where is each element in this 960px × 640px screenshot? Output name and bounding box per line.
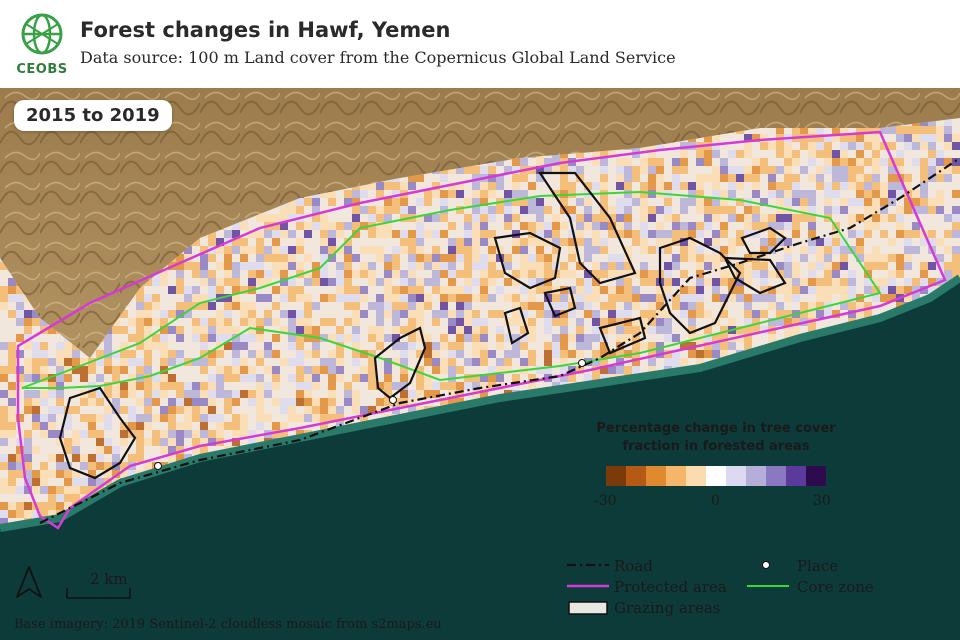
map-canvas xyxy=(0,88,960,640)
legend-color-scale xyxy=(606,466,826,486)
legend-title-line1: Percentage change in tree cover xyxy=(596,421,836,436)
core-zone-key-label: Core zone xyxy=(797,578,874,596)
protected-area-key-label: Protected area xyxy=(614,578,727,596)
grazing-areas-key-label: Grazing areas xyxy=(614,599,721,617)
grazing-areas xyxy=(58,171,787,480)
ceobs-logo: CEOBS xyxy=(12,10,72,80)
protected-area-key-icon xyxy=(567,584,609,588)
sea xyxy=(0,278,960,640)
legend-color-swatch xyxy=(786,466,806,486)
scale-bar-label: 2 km xyxy=(90,570,128,588)
legend-title-line2: fraction in forested areas xyxy=(622,439,810,454)
grazing-area xyxy=(503,306,530,345)
page-subtitle: Data source: 100 m Land cover from the C… xyxy=(80,48,676,67)
legend-color-swatch xyxy=(606,466,626,486)
legend-color-swatch xyxy=(706,466,726,486)
road-key-icon xyxy=(567,563,609,567)
page-title: Forest changes in Hawf, Yemen xyxy=(80,18,451,42)
grazing-area xyxy=(493,231,562,290)
grazing-area xyxy=(543,286,577,318)
place-marker xyxy=(389,396,397,404)
period-badge: 2015 to 2019 xyxy=(14,100,172,131)
legend-tick-mid: 0 xyxy=(711,493,720,509)
grazing-area xyxy=(598,316,647,355)
legend-color-swatch xyxy=(766,466,786,486)
legend-color-swatch xyxy=(806,466,826,486)
legend-color-swatch xyxy=(726,466,746,486)
protected-area-outline xyxy=(16,130,947,530)
grazing-area xyxy=(658,236,742,335)
grazing-area xyxy=(537,171,637,285)
ceobs-globe-icon xyxy=(21,13,63,55)
grazing-area xyxy=(373,326,427,400)
legend-color-swatch xyxy=(666,466,686,486)
grazing-area xyxy=(58,386,137,480)
grazing-area xyxy=(723,256,787,295)
grazing-area xyxy=(740,226,787,255)
legend-tick-max: 30 xyxy=(813,493,831,509)
legend-title: Percentage change in tree cover fraction… xyxy=(582,420,850,456)
place-key-icon xyxy=(762,561,770,569)
road xyxy=(39,157,960,524)
logo-text: CEOBS xyxy=(16,62,68,77)
legend-tick-min: -30 xyxy=(594,493,617,509)
header: CEOBS Forest changes in Hawf, Yemen Data… xyxy=(0,0,960,88)
place-marker xyxy=(578,359,586,367)
legend-color-swatch xyxy=(746,466,766,486)
core-zone-key-icon xyxy=(747,585,789,587)
core-zone-outline xyxy=(21,190,882,389)
legend-color-swatch xyxy=(686,466,706,486)
attribution: Base imagery: 2019 Sentinel-2 cloudless … xyxy=(14,617,442,632)
north-arrow-icon xyxy=(16,566,42,598)
place-marker xyxy=(154,462,162,470)
grazing-areas-key-icon xyxy=(568,601,608,615)
legend-color-swatch xyxy=(646,466,666,486)
road-key-label: Road xyxy=(614,557,653,575)
legend-color-swatch xyxy=(626,466,646,486)
map[interactable] xyxy=(0,88,960,640)
place-key-label: Place xyxy=(797,557,839,575)
scale-bar xyxy=(66,588,131,599)
